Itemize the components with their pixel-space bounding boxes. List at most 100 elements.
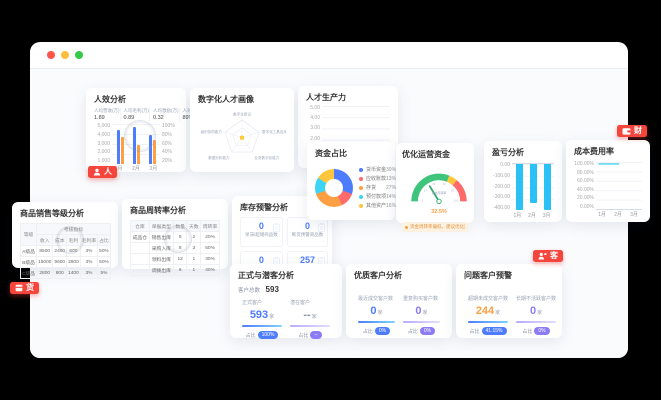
stat-value: 89% — [182, 115, 194, 121]
minimize-window-icon[interactable] — [61, 51, 69, 59]
table-cell: 成品仓 — [130, 231, 150, 243]
table-cell: 50% — [200, 242, 220, 254]
y-axis: 100.00% 80.00% 60.00% 40.00% 20.00% 0.00% — [574, 162, 596, 210]
card-title: 盈亏分析 — [492, 148, 524, 157]
stat-label: 重复购买客户数 — [403, 296, 439, 302]
customer-total-label: 客户总数 — [238, 288, 261, 294]
alert-label: 呆滞/超储商品数 — [245, 232, 278, 237]
table-header: 周转率 — [200, 220, 220, 232]
x-axis-label: 1月 — [513, 213, 522, 219]
table-cell: 50% — [97, 256, 111, 268]
table-cell: 1400 — [66, 267, 81, 279]
y-tick: -100.00 — [493, 172, 510, 179]
table-header: 数量 — [172, 220, 188, 232]
maximize-window-icon[interactable] — [75, 51, 83, 59]
table-header: 仓库 — [130, 220, 150, 232]
chart-bar[interactable] — [120, 136, 124, 164]
card-product-grade-table[interactable]: 商品销售等级分析 等级 考核指标 收入 成本 毛利 毛利率 占比 A级品 8500 2400 600… — [12, 202, 118, 279]
negative-bar[interactable] — [515, 164, 523, 210]
card-profit-loss[interactable]: 盈亏分析 0.00 -100.00 -200.00 -300.00 -400.00 1月… — [484, 141, 562, 222]
card-cost-expense-rate[interactable]: 成本费用率 100.00% 80.00% 60.00% 40.00% 20.00% 0.0… — [566, 140, 650, 222]
stat-value: 1.89 — [94, 115, 105, 121]
ratio-label: 占比 — [407, 328, 418, 335]
y-tick: 40.00% — [577, 186, 594, 193]
legend-label: 存货 — [366, 185, 377, 191]
grade-table: 等级 考核指标 收入 成本 毛利 毛利率 占比 A级品 8500 2400 600 3% 50% B级品 1… — [19, 223, 111, 279]
card-operating-funds-gauge[interactable]: 优化运营资金 0 20 40 60 80 100 资金周转率 32.5% 资金周转率偏低，建议… — [396, 143, 474, 232]
stat-label: 潜在客户 — [290, 300, 311, 306]
negative-bar[interactable] — [543, 164, 551, 210]
legend-dot-icon — [359, 167, 363, 172]
alert-stat-box[interactable]: 0 呆滞/超储商品数 — [240, 217, 283, 247]
svg-text:0: 0 — [421, 198, 423, 202]
table-cell: 12 — [172, 253, 188, 265]
turnover-table: 仓库 单据类型 数量 天数 周转率 成品仓 销售出库 5 2 20% 采购入库 8 3 50% 领料出库 12… — [130, 220, 220, 276]
grouped-bar-chart — [112, 124, 160, 164]
window-titlebar — [30, 42, 628, 69]
x-axis-label: 2月 — [614, 212, 622, 218]
chart-bar[interactable] — [136, 144, 140, 164]
y-tick: 2.00 — [310, 135, 320, 142]
card-people-efficiency[interactable]: 人效分析 人均营收(万) 1.89 人均毛利(万) 0.89 人均激励(万) 0.32 人效… — [86, 88, 196, 172]
table-row: B级品 15000 9600 2800 3% 50% — [19, 256, 111, 268]
table-cell: 3 — [186, 242, 202, 254]
x-axis-label: 2月 — [132, 166, 140, 172]
legend-percent: 14% — [386, 193, 397, 200]
close-window-icon[interactable] — [47, 51, 55, 59]
table-cell: 采购入库 — [148, 242, 174, 254]
card-quality-customers[interactable]: 优质客户分析 最近成交客户数 0家 占比 0% 重复购买客户数 0家 占比 0% — [346, 264, 452, 338]
legend-item[interactable]: 预付款项 14% — [359, 193, 396, 200]
legend-item[interactable]: 应收账款 13% — [359, 175, 396, 182]
card-customer-overview[interactable]: 正式与潜客分析 客户总数 593 正式客户 593家 占比 100% 潜在客户 -… — [230, 264, 342, 339]
legend-percent: 16% — [386, 202, 397, 209]
left-y-tick: 1,000 — [97, 158, 110, 164]
svg-text:资金周转率: 资金周转率 — [432, 190, 447, 195]
table-cell: 50% — [97, 245, 111, 257]
card-title: 人才生产力 — [306, 93, 346, 102]
gauge-alert-banner: 资金周转率偏低，建议优化运营资金结构 — [402, 222, 468, 232]
goods-badge: 货 — [10, 282, 39, 294]
alert-value: 257 — [299, 255, 316, 265]
x-axis-label: 2月 — [528, 213, 536, 219]
table-cell: 8 — [172, 242, 188, 254]
svg-text:100: 100 — [454, 198, 459, 202]
customer-person-icon — [538, 252, 547, 260]
legend-item[interactable]: 货币资金 30% — [359, 166, 396, 173]
clipboard-icon — [272, 223, 280, 232]
table-cell — [130, 253, 150, 265]
stat-label: 人均毛利(万) — [123, 108, 150, 113]
efficiency-stat: 人均营收(万) 1.89 — [94, 108, 120, 121]
card-funds-ratio[interactable]: 资金占比 货币资金 30% 应收账款 13% 存货 27% 预付款项 14% 其他资产 16% — [307, 142, 396, 220]
card-title: 商品周转率分析 — [130, 206, 186, 215]
table-cell: 3% — [79, 245, 99, 257]
alert-stat-box[interactable]: 0 断货预警商品数 — [286, 217, 329, 247]
svg-text:80: 80 — [451, 188, 454, 192]
card-turnover-table[interactable]: 商品周转率分析 仓库 单据类型 数量 天数 周转率 成品仓 销售出库 5 2 20% 采购入库 8 3 5… — [122, 199, 228, 276]
legend-item[interactable]: 存货 27% — [359, 184, 396, 191]
svg-text:数字化意识: 数字化意识 — [233, 112, 251, 117]
chart-bar[interactable] — [152, 140, 156, 164]
y-tick: 100.00% — [574, 161, 594, 167]
left-y-axis: 5,000 4,000 3,000 2,000 1,000 — [94, 124, 112, 164]
progress-line — [468, 321, 509, 323]
progress-line — [242, 325, 282, 327]
chart-bar[interactable] — [132, 127, 136, 164]
table-cell: 8500 — [36, 245, 54, 257]
table-cell: 领料出库 — [148, 253, 174, 265]
efficiency-stat: 人均毛利(万) 0.89 — [119, 108, 150, 121]
legend-item[interactable]: 其他资产 16% — [359, 202, 396, 209]
table-cell: 3% — [79, 267, 99, 279]
table-cell: 40% — [200, 264, 220, 276]
card-talent-radar[interactable]: 数字化人才画像 数字化意识 数字化工具应用 业务数字化能力 数据分析能力 组织协同能力 — [190, 88, 294, 172]
legend-dot-icon — [359, 194, 363, 199]
radar-chart: 数字化意识 数字化工具应用 业务数字化能力 数据分析能力 组织协同能力 — [198, 105, 288, 172]
card-problem-customers[interactable]: 问题客户预警 超期未成交客户数 244家 占比 41.15% 长期不活跃客户数 0… — [456, 264, 562, 338]
negative-bar-chart — [512, 163, 554, 211]
alert-value: 0 — [304, 221, 310, 231]
table-cell: 销售出库 — [148, 231, 174, 243]
chart-bar[interactable] — [148, 135, 152, 164]
table-group-header: 考核指标 — [36, 223, 111, 235]
chart-bar[interactable] — [116, 130, 120, 164]
finance-badge: 财 — [617, 125, 647, 137]
negative-bar[interactable] — [529, 164, 537, 203]
